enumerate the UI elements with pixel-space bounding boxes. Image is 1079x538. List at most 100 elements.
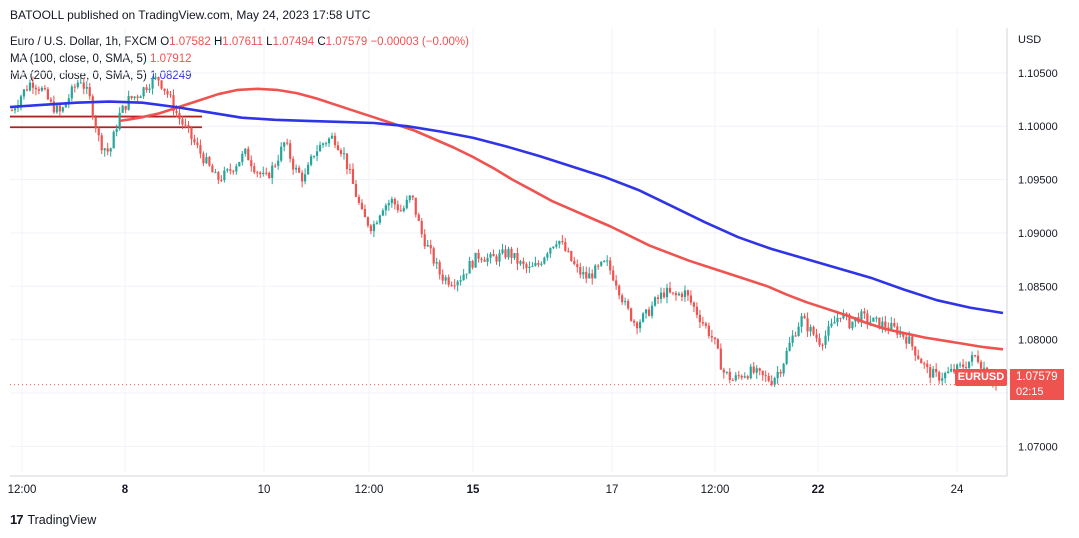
candle-body bbox=[872, 317, 875, 322]
candles bbox=[10, 72, 998, 391]
candle-body bbox=[318, 144, 322, 152]
candle-body bbox=[381, 210, 384, 216]
candle-body bbox=[621, 295, 624, 303]
candle-body bbox=[154, 77, 157, 79]
candle-body bbox=[399, 210, 402, 212]
candle-body bbox=[420, 220, 423, 235]
candle-body bbox=[253, 166, 256, 173]
candle-body bbox=[351, 169, 355, 184]
candle-body bbox=[785, 350, 788, 364]
candle-body bbox=[662, 292, 666, 298]
currency-label: USD bbox=[1018, 34, 1042, 46]
candle-body bbox=[839, 317, 842, 319]
publisher-header: BATOOLL published on TradingView.com, Ma… bbox=[10, 8, 371, 22]
candle-body bbox=[172, 95, 175, 111]
candle-body bbox=[396, 204, 399, 211]
candle-body bbox=[701, 322, 704, 324]
candle-body bbox=[366, 217, 370, 226]
price-badge-countdown: 02:15 bbox=[1016, 386, 1044, 398]
candle-body bbox=[432, 248, 435, 264]
candle-body bbox=[468, 261, 471, 274]
candle-body bbox=[360, 202, 364, 210]
candle-body bbox=[752, 366, 755, 373]
candle-body bbox=[217, 172, 220, 180]
candle-body bbox=[339, 150, 343, 155]
candle-body bbox=[615, 280, 618, 286]
candle-body bbox=[229, 169, 232, 171]
candle-body bbox=[375, 222, 378, 225]
candle-body bbox=[444, 277, 447, 281]
candle-body bbox=[704, 323, 707, 326]
candle-body bbox=[507, 248, 510, 258]
candle-body bbox=[893, 323, 896, 327]
candle-body bbox=[495, 256, 498, 262]
candle-body bbox=[911, 336, 914, 347]
candle-body bbox=[938, 372, 941, 381]
candle-body bbox=[570, 251, 573, 261]
candle-body bbox=[241, 153, 244, 163]
candle-body bbox=[145, 87, 148, 91]
candle-body bbox=[929, 367, 932, 378]
candle-body bbox=[641, 313, 645, 322]
candle-body bbox=[659, 292, 663, 299]
candle-body bbox=[193, 138, 196, 143]
candle-body bbox=[480, 258, 483, 260]
tradingview-footer[interactable]: 17 TradingView bbox=[10, 512, 96, 527]
candle-body bbox=[94, 117, 97, 129]
chart-axes: 1.10500 1.10000 1.09500 1.09000 1.08500 1.080… bbox=[8, 28, 1058, 496]
candle-body bbox=[630, 308, 633, 321]
candle-body bbox=[447, 277, 450, 285]
candle-body bbox=[920, 358, 923, 364]
candle-body bbox=[979, 361, 983, 369]
candle-body bbox=[546, 253, 549, 258]
candle-body bbox=[591, 273, 594, 279]
candle-body bbox=[235, 166, 238, 172]
candle-body bbox=[64, 103, 67, 108]
candle-body bbox=[438, 262, 441, 275]
candle-body bbox=[758, 368, 761, 371]
candle-body bbox=[567, 250, 570, 252]
candle-body bbox=[866, 313, 869, 323]
candle-body bbox=[435, 262, 438, 264]
candle-body bbox=[531, 265, 534, 267]
candle-body bbox=[573, 260, 576, 265]
candle-body bbox=[680, 293, 684, 298]
x-tick-label: 12:00 bbox=[701, 484, 730, 496]
ma100-value: 1.07912 bbox=[149, 53, 192, 65]
candle-body bbox=[671, 292, 675, 294]
candle-body bbox=[734, 375, 737, 381]
candle-body bbox=[737, 375, 740, 377]
candle-body bbox=[205, 157, 208, 164]
candle-body bbox=[471, 261, 474, 268]
candle-body bbox=[982, 367, 986, 369]
price-badge-value: 1.07579 bbox=[1016, 371, 1058, 383]
candle-body bbox=[244, 148, 247, 154]
candle-body bbox=[552, 246, 555, 249]
candle-body bbox=[638, 321, 642, 329]
candle-body bbox=[650, 305, 654, 316]
candle-body bbox=[707, 325, 710, 336]
candle-body bbox=[55, 105, 58, 113]
candle-body bbox=[345, 153, 349, 170]
candle-body bbox=[462, 274, 465, 281]
candle-body bbox=[277, 160, 280, 166]
candle-body bbox=[624, 301, 627, 303]
candle-body bbox=[70, 86, 73, 99]
candle-body bbox=[713, 337, 716, 340]
candle-body bbox=[61, 107, 64, 112]
candle-body bbox=[926, 363, 929, 368]
high-value: 1.07611 bbox=[222, 36, 263, 48]
candle-body bbox=[908, 336, 911, 344]
candle-body bbox=[967, 361, 971, 368]
candle-body bbox=[40, 87, 44, 91]
candle-body bbox=[79, 82, 82, 84]
candle-body bbox=[88, 87, 91, 97]
candle-body bbox=[964, 367, 968, 369]
candle-body bbox=[618, 285, 621, 296]
candle-body bbox=[301, 172, 304, 182]
candle-body bbox=[582, 272, 585, 275]
candle-body bbox=[100, 135, 103, 151]
candle-body bbox=[791, 335, 794, 343]
candle-body bbox=[292, 158, 295, 170]
